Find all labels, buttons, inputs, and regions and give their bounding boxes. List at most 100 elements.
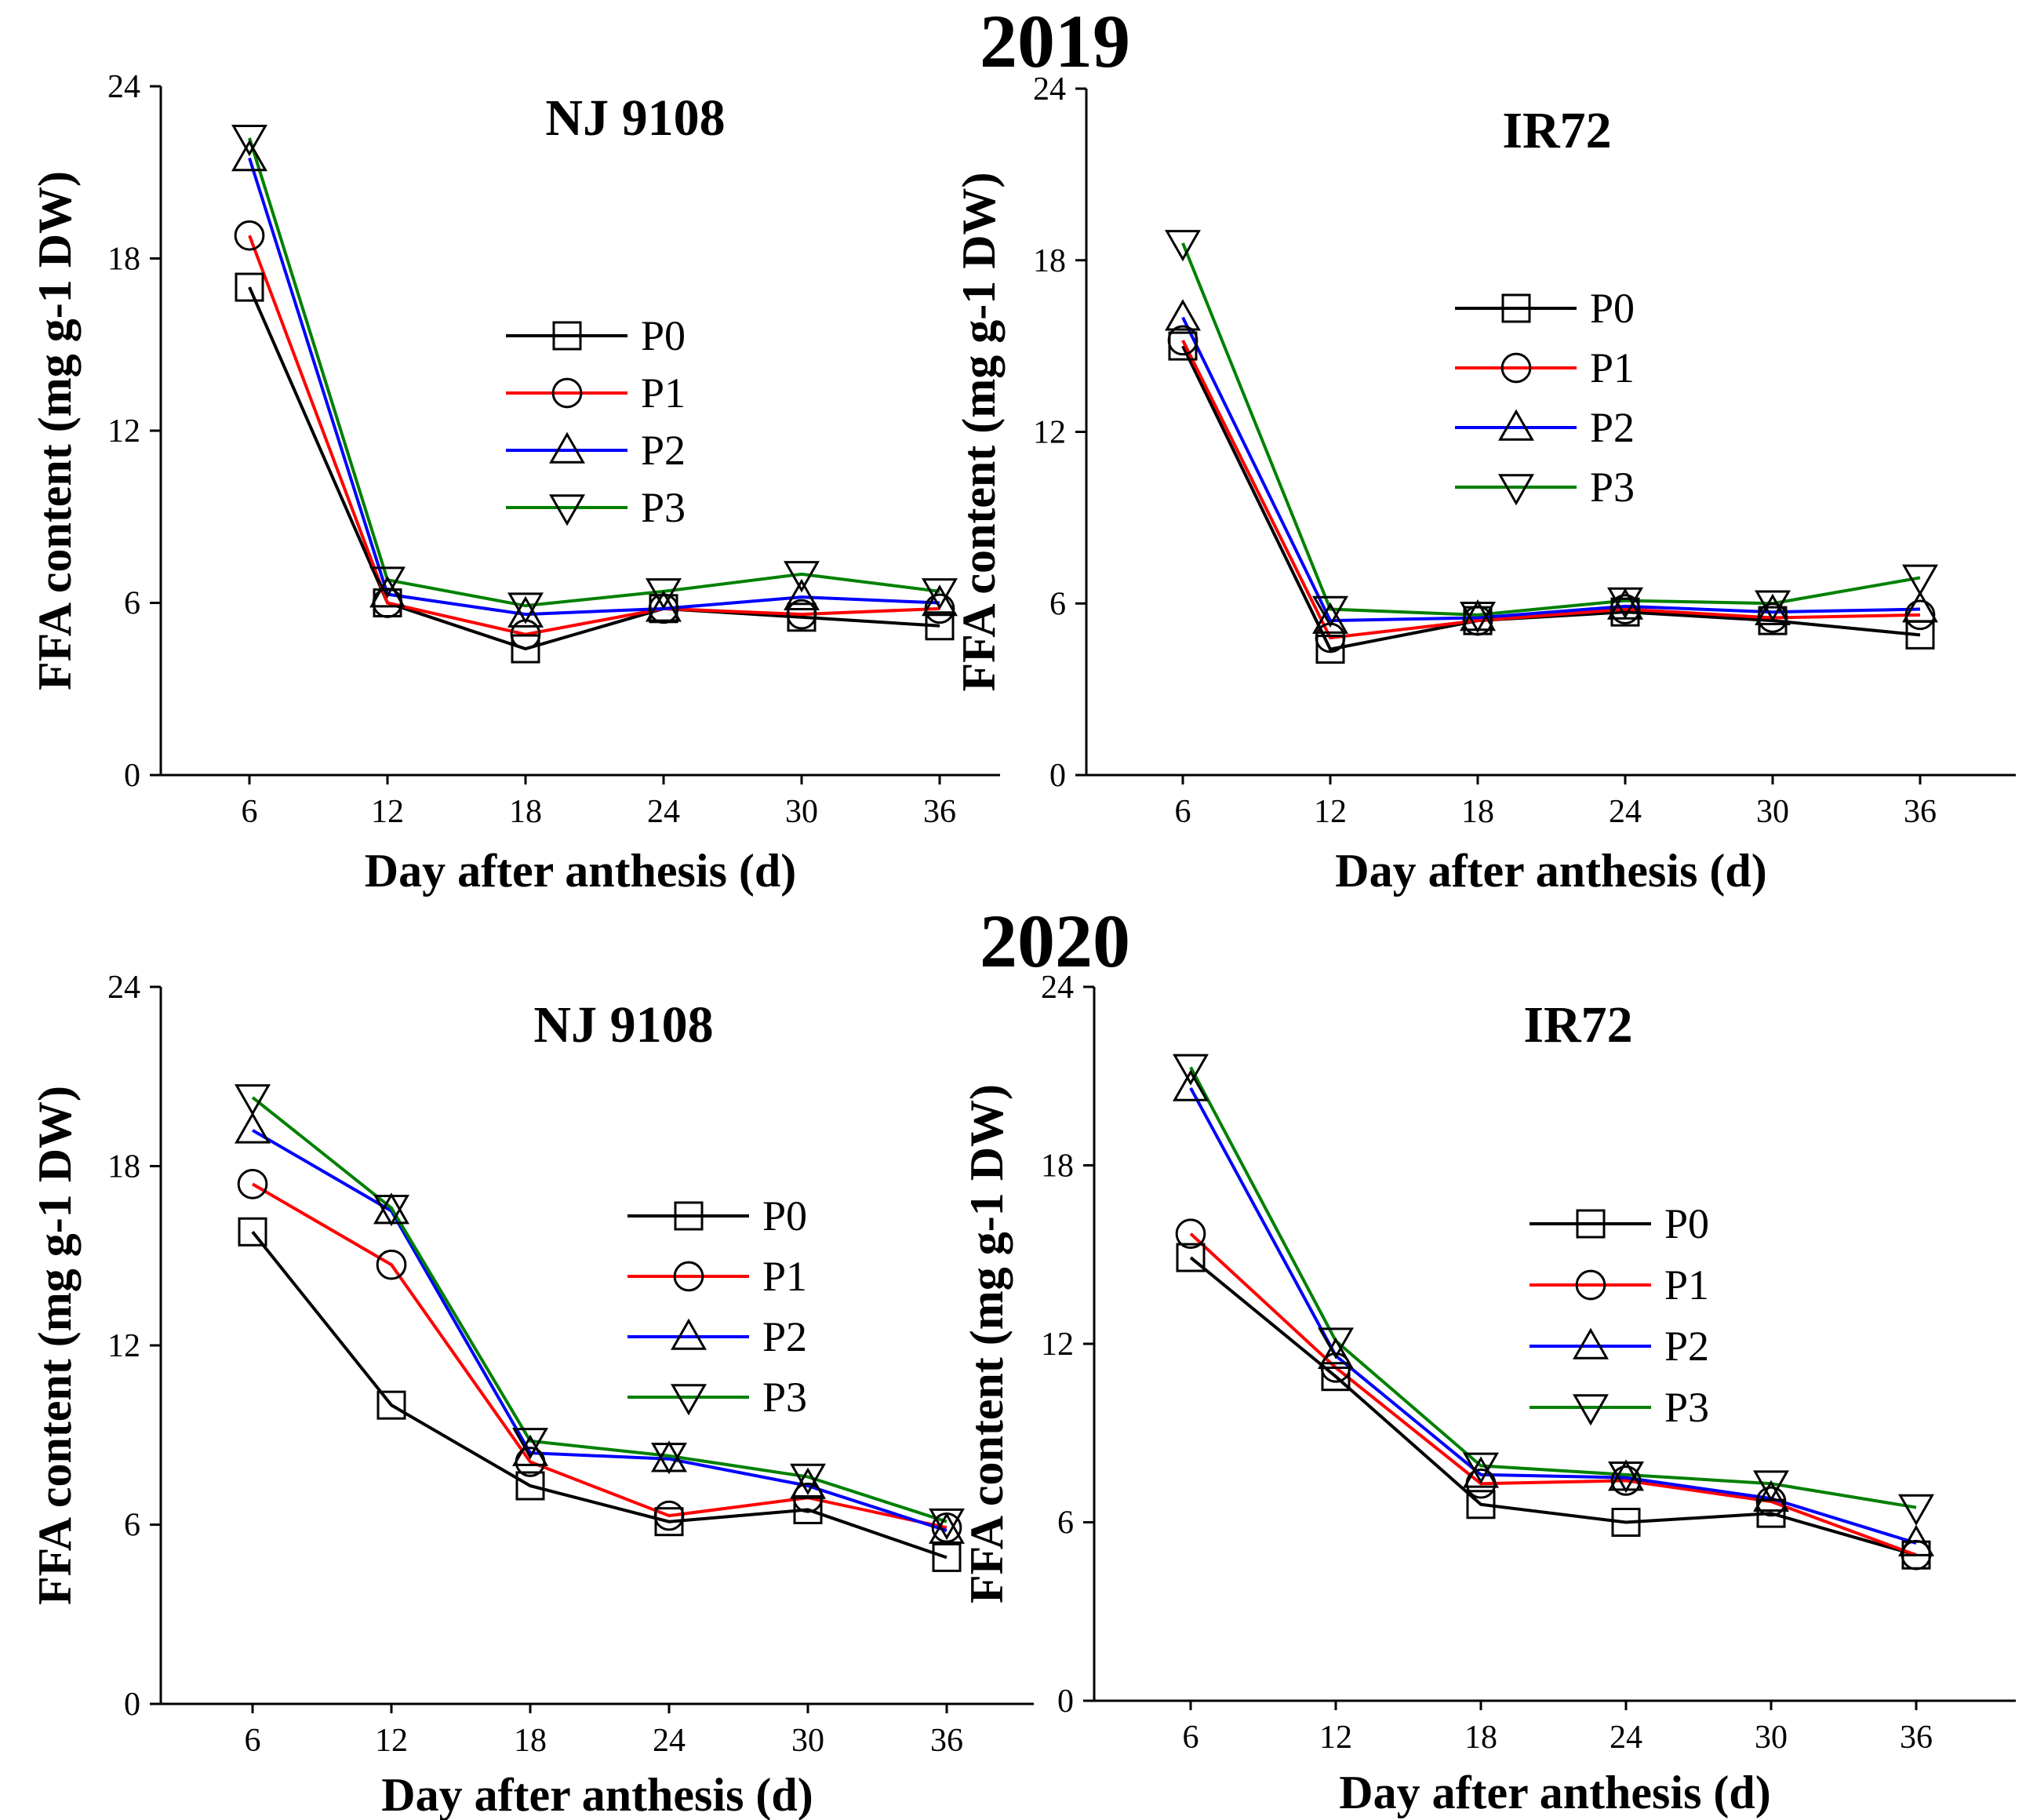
- y-tick-label: 24: [1041, 970, 1074, 1006]
- data-point-P2: [1898, 1524, 1934, 1556]
- x-axis-label: Day after anthesis (d): [365, 845, 797, 897]
- y-tick-label: 6: [1057, 1505, 1074, 1542]
- data-point-P3: [651, 1443, 687, 1475]
- data-point-P3: [1165, 230, 1201, 262]
- chart-panels: 0 6 12 18 24 6 12 18 24 30 36 Day after anthesis (d…: [29, 69, 2016, 1820]
- data-point-P1: [786, 599, 817, 630]
- x-tick-label: 36: [923, 794, 956, 830]
- panel-2020-3: 0 6 12 18 24 6 12 18 24 30 36 Day after anthesis (d…: [961, 970, 2016, 1818]
- series-line-P3: [1181, 242, 1921, 617]
- series-line-P2: [251, 1129, 948, 1533]
- y-tick-label: 18: [107, 242, 140, 278]
- legend-label-P1: P1: [1590, 344, 1635, 391]
- x-tick-label: 36: [1904, 794, 1937, 830]
- data-point-P1: [1755, 1486, 1787, 1517]
- x-tick-label: 24: [653, 1723, 686, 1759]
- x-tick-label: 36: [930, 1723, 963, 1759]
- data-point-P3: [1755, 590, 1791, 622]
- y-tick-label: 12: [1033, 415, 1066, 451]
- data-point-P1: [1757, 602, 1788, 633]
- legend-marker-P3: [1498, 474, 1534, 506]
- y-tick-label: 0: [124, 758, 140, 794]
- legend-marker-P3: [1573, 1394, 1609, 1426]
- data-point-P0: [238, 1217, 267, 1247]
- y-tick-label: 24: [107, 69, 140, 105]
- data-point-P0: [1321, 1362, 1351, 1392]
- x-tick-label: 18: [1464, 1720, 1497, 1756]
- data-point-P0: [925, 611, 955, 641]
- legend-label-P1: P1: [762, 1253, 807, 1300]
- data-point-P0: [932, 1542, 962, 1572]
- data-point-P2: [646, 590, 682, 622]
- series-line-P1: [248, 235, 940, 636]
- x-tick-label: 24: [1609, 794, 1642, 830]
- series-line-P0: [1181, 345, 1921, 651]
- series-line-P2: [1189, 1087, 1917, 1545]
- x-tick-label: 24: [647, 794, 680, 830]
- series-line-P0: [251, 1231, 948, 1560]
- data-point-P2: [1902, 591, 1938, 623]
- data-point-P2: [790, 1467, 826, 1499]
- data-point-P3: [235, 1084, 271, 1116]
- y-tick-label: 6: [1049, 586, 1066, 622]
- x-tick-label: 30: [1756, 794, 1789, 830]
- x-tick-label: 12: [371, 794, 404, 830]
- data-point-P0: [1315, 635, 1345, 664]
- x-tick-label: 30: [785, 794, 818, 830]
- legend-label-P3: P3: [1590, 464, 1635, 511]
- x-axis-label: Day after anthesis (d): [381, 1769, 813, 1820]
- x-tick-label: 12: [375, 1723, 408, 1759]
- data-point-P3: [1902, 564, 1938, 596]
- data-point-P3: [922, 578, 958, 610]
- y-axis-label: FFA content (mg g-1 DW): [953, 172, 1005, 691]
- series-line-P1: [251, 1182, 948, 1530]
- legend-marker-P1: [1575, 1269, 1606, 1301]
- legend-label-P2: P2: [641, 427, 686, 474]
- panel-title: IR72: [1502, 102, 1611, 159]
- legend-label-P3: P3: [641, 484, 686, 531]
- data-point-P3: [231, 125, 267, 157]
- panel-title: NJ 9108: [533, 996, 713, 1054]
- data-point-P1: [1610, 594, 1641, 624]
- data-point-P3: [646, 578, 682, 610]
- panel-title: IR72: [1523, 996, 1632, 1054]
- legend-label-P3: P3: [762, 1374, 807, 1421]
- data-point-P3: [1753, 1470, 1789, 1502]
- data-point-P2: [1463, 1456, 1499, 1488]
- data-point-P0: [793, 1494, 823, 1524]
- legend-marker-P2: [1573, 1327, 1609, 1360]
- legend-label-P0: P0: [1590, 285, 1635, 332]
- data-point-P2: [507, 595, 544, 628]
- data-point-P3: [790, 1463, 826, 1495]
- x-tick-label: 24: [1610, 1720, 1642, 1756]
- data-point-P0: [1611, 1508, 1641, 1537]
- data-point-P3: [1460, 602, 1496, 634]
- year-title-2020: 2020: [980, 899, 1130, 983]
- data-point-P3: [1607, 587, 1643, 620]
- series-line-P3: [251, 1096, 948, 1523]
- legend-label-P0: P0: [1664, 1200, 1709, 1247]
- data-point-P2: [1173, 1069, 1209, 1101]
- legend-label-P3: P3: [1664, 1384, 1709, 1431]
- legend-label-P2: P2: [762, 1313, 807, 1360]
- data-point-P0: [1176, 1243, 1206, 1272]
- legend-marker-P2: [549, 431, 585, 464]
- data-point-P0: [235, 272, 264, 302]
- data-point-P2: [369, 576, 406, 608]
- data-point-P1: [1610, 1465, 1642, 1496]
- y-tick-label: 18: [107, 1149, 140, 1185]
- panel-2019-0: 0 6 12 18 24 6 12 18 24 30 36 Day after anthesis (d…: [29, 69, 1000, 897]
- series-line-P3: [248, 137, 940, 608]
- data-point-P3: [929, 1508, 965, 1541]
- data-point-P3: [784, 561, 820, 593]
- y-tick-label: 12: [107, 413, 140, 450]
- y-tick-label: 0: [124, 1687, 140, 1723]
- panel-2020-2: 0 6 12 18 24 6 12 18 24 30 36 Day after anthesis (d…: [29, 970, 1034, 1820]
- data-point-P2: [1755, 593, 1791, 625]
- legend-marker-P1: [551, 377, 583, 409]
- data-point-P3: [507, 592, 544, 624]
- data-point-P3: [1173, 1054, 1209, 1086]
- data-point-P3: [1463, 1452, 1499, 1484]
- legend-marker-P1: [1500, 352, 1532, 384]
